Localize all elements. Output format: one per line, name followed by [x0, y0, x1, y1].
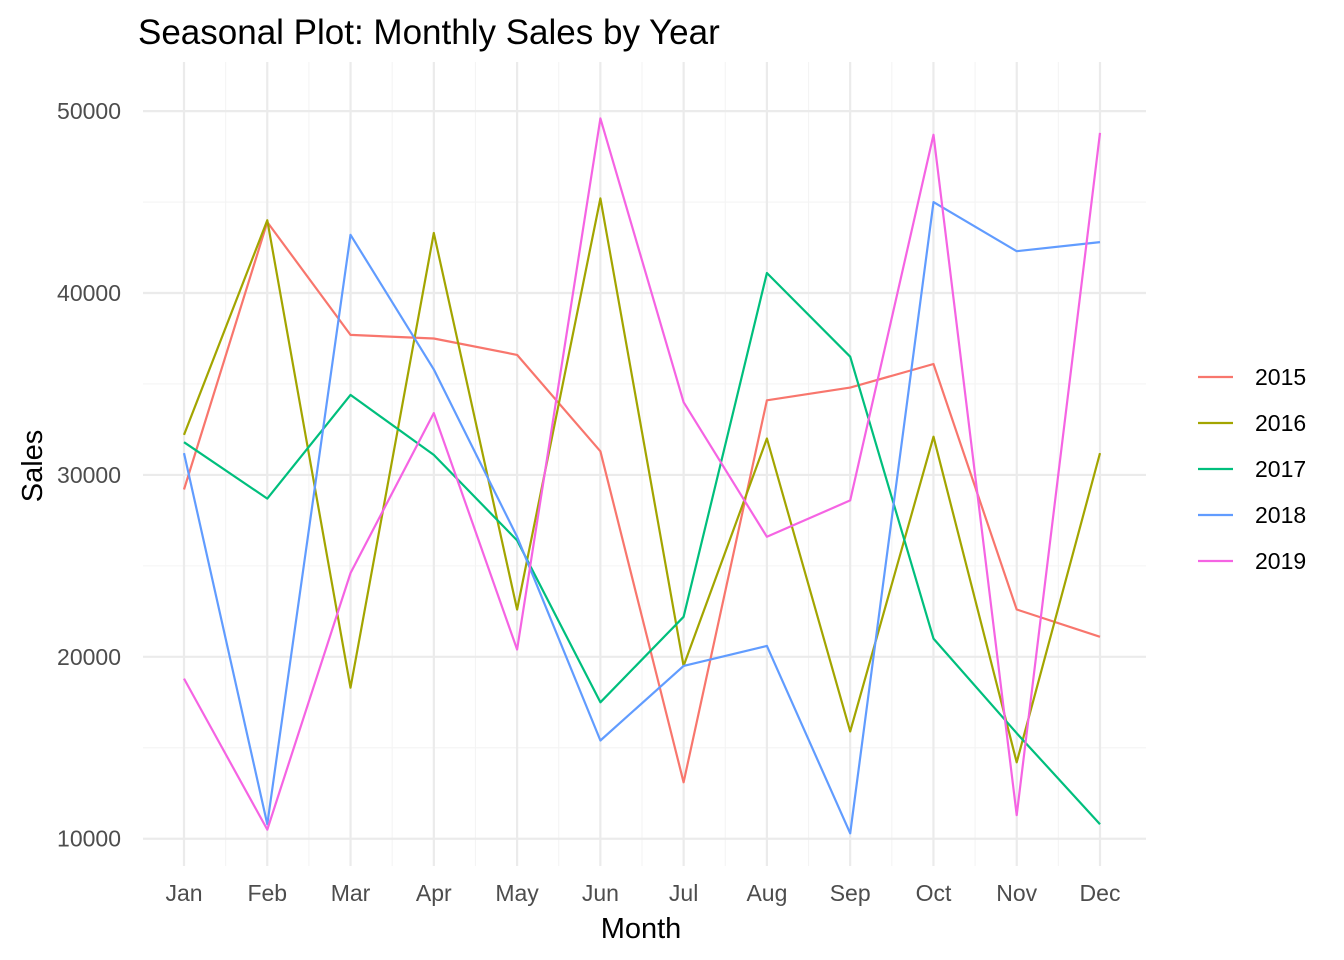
chart-title: Seasonal Plot: Monthly Sales by Year — [138, 13, 720, 52]
x-tick-label: Oct — [916, 880, 952, 906]
x-axis-title: Month — [601, 913, 682, 945]
y-tick-label: 30000 — [57, 462, 121, 488]
x-tick-label: Feb — [247, 880, 287, 906]
x-tick-label: Dec — [1080, 880, 1121, 906]
grid — [143, 62, 1146, 866]
y-tick-label: 40000 — [57, 280, 121, 306]
legend-label-2019: 2019 — [1255, 548, 1306, 574]
legend: 2015 2016 2017 2018 2019 — [1198, 364, 1306, 574]
y-axis-title: Sales — [17, 430, 49, 503]
x-tick-label: May — [495, 880, 539, 906]
x-tick-label: Jun — [582, 880, 619, 906]
x-tick-label: Nov — [996, 880, 1037, 906]
series-line-2015 — [182, 221, 1101, 784]
legend-label-2016: 2016 — [1255, 410, 1306, 436]
x-tick-label: Mar — [331, 880, 371, 906]
x-tick-label: Jul — [669, 880, 698, 906]
series-line-2016 — [182, 197, 1102, 764]
legend-label-2015: 2015 — [1255, 364, 1306, 390]
y-tick-label: 50000 — [57, 98, 121, 124]
y-axis-ticks: 10000 20000 30000 40000 50000 — [57, 98, 121, 852]
series-line-2018 — [182, 201, 1101, 835]
series-line-2017 — [183, 271, 1101, 825]
x-tick-label: Sep — [830, 880, 871, 906]
series-lines — [182, 117, 1102, 835]
y-tick-label: 10000 — [57, 826, 121, 852]
x-tick-label: Apr — [416, 880, 452, 906]
y-tick-label: 20000 — [57, 644, 121, 670]
x-tick-label: Jan — [165, 880, 202, 906]
series-line-2019 — [183, 117, 1102, 831]
legend-label-2017: 2017 — [1255, 456, 1306, 482]
legend-label-2018: 2018 — [1255, 502, 1306, 528]
x-tick-label: Aug — [746, 880, 787, 906]
x-axis-ticks: Jan Feb Mar Apr May Jun Jul Aug Sep Oct Nov Dec — [165, 880, 1120, 906]
